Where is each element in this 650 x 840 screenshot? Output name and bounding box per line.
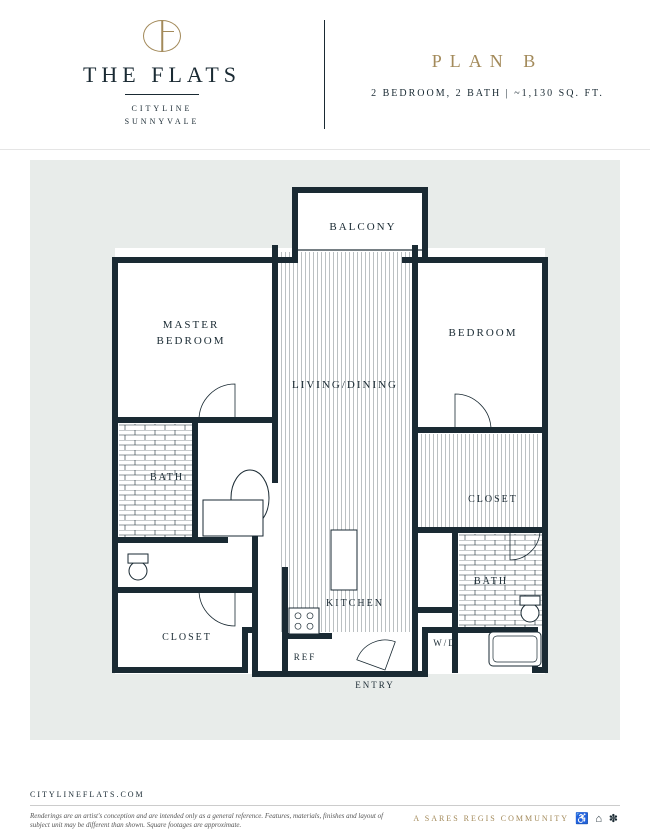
floorplan-panel: BALCONY MASTER BEDROOM BEDROOM LIVING/DINING… <box>30 160 620 740</box>
room-label-ref: REF <box>294 652 317 662</box>
room-label-closet-1: CLOSET <box>162 632 212 643</box>
brand-name: THE FLATS <box>83 62 241 88</box>
disclaimer: Renderings are an artist's conception an… <box>30 812 390 830</box>
room-label-master-bedroom: MASTER <box>163 319 220 331</box>
brand-sub-line1: CITYLINE <box>125 103 200 116</box>
footer-row: Renderings are an artist's conception an… <box>30 812 620 830</box>
room-label-entry: ENTRY <box>355 680 395 690</box>
plan-specs: 2 BEDROOM, 2 BATH | ~1,130 SQ. FT. <box>371 88 604 99</box>
footer-url: CITYLINEFLATS.COM <box>30 790 620 806</box>
room-label-wd: W/D <box>433 638 457 648</box>
room-label-kitchen: KITCHEN <box>326 598 384 609</box>
room-label-balcony: BALCONY <box>329 221 396 233</box>
footer: CITYLINEFLATS.COM Renderings are an arti… <box>30 790 620 830</box>
plan-title: PLAN B <box>432 51 544 72</box>
room-label-bath-2: BATH <box>474 576 508 587</box>
plan-header: PLAN B 2 BEDROOM, 2 BATH | ~1,130 SQ. FT… <box>325 0 650 149</box>
brand-sub-line2: SUNNYVALE <box>125 116 200 129</box>
brand-logo-icon <box>143 20 181 52</box>
accessibility-icons: ♿ ⌂ ✽ <box>575 812 620 825</box>
room-label-closet-2: CLOSET <box>468 494 518 505</box>
header: THE FLATS CITYLINE SUNNYVALE PLAN B 2 BE… <box>0 0 650 150</box>
brand-subtitle: CITYLINE SUNNYVALE <box>125 94 200 129</box>
room-label-bath-1: BATH <box>150 472 184 483</box>
community-text: A SARES REGIS COMMUNITY <box>413 814 569 823</box>
brand-block: THE FLATS CITYLINE SUNNYVALE <box>0 20 325 129</box>
room-label-living-dining: LIVING/DINING <box>292 379 398 391</box>
community-credit: A SARES REGIS COMMUNITY ♿ ⌂ ✽ <box>413 812 620 825</box>
room-label-master-bedroom-2: BEDROOM <box>156 335 225 347</box>
room-label-bedroom: BEDROOM <box>448 327 517 339</box>
floorplan-svg: BALCONY MASTER BEDROOM BEDROOM LIVING/DINING… <box>85 170 565 730</box>
